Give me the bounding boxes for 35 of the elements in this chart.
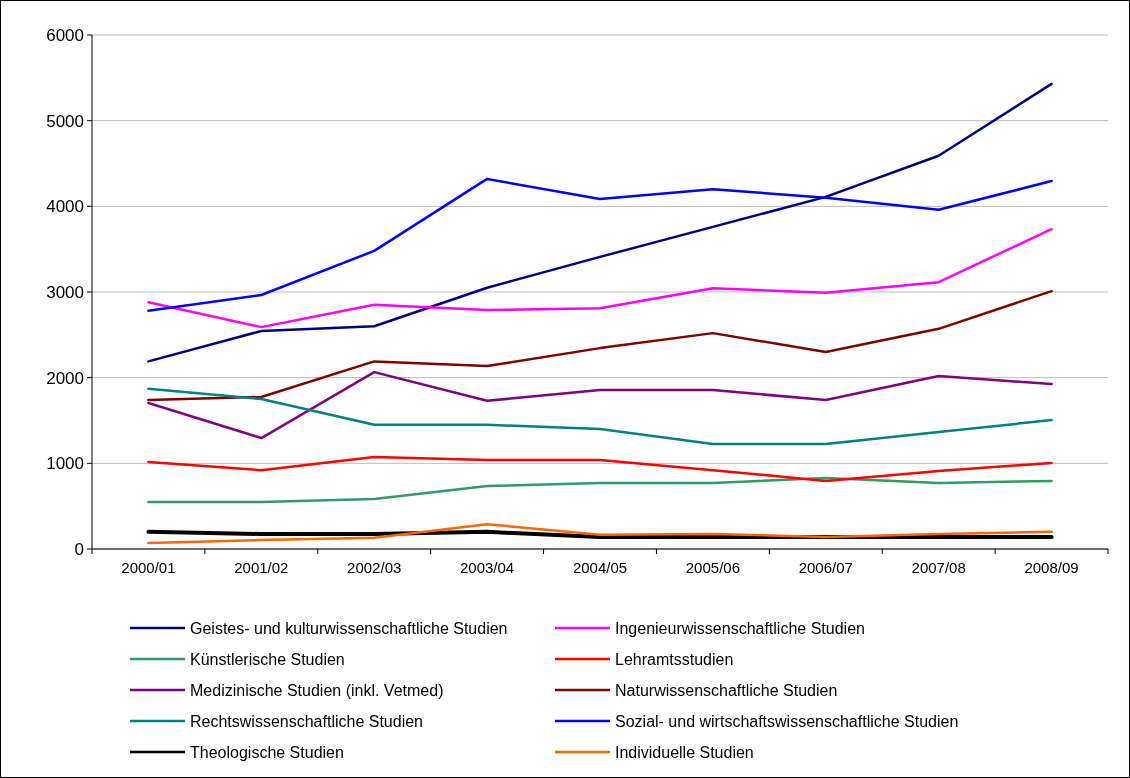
x-tick-label: 2001/02 — [234, 559, 289, 576]
x-tick-label: 2000/01 — [121, 559, 176, 576]
legend-label: Ingenieurwissenschaftliche Studien — [615, 619, 865, 637]
legend-label: Naturwissenschaftliche Studien — [615, 681, 838, 699]
y-tick-label: 6000 — [46, 25, 84, 45]
y-tick-label: 5000 — [46, 111, 84, 131]
x-tick-label: 2008/09 — [1024, 559, 1079, 576]
x-tick-label: 2005/06 — [685, 559, 741, 576]
legend-label: Individuelle Studien — [615, 743, 754, 761]
line-series — [147, 177, 1053, 313]
legend-label: Medizinische Studien (inkl. Vetmed) — [190, 681, 444, 699]
x-tick-label: 2004/05 — [572, 559, 628, 576]
x-tick-label: 2002/03 — [347, 559, 402, 576]
legend-label: Rechtswissenschaftliche Studien — [190, 712, 424, 730]
legend-label: Lehramtsstudien — [615, 650, 734, 668]
y-tick-label: 2000 — [46, 368, 84, 388]
legend-label: Künstlerische Studien — [190, 650, 345, 668]
line-series — [147, 82, 1053, 363]
y-tick-label: 4000 — [46, 197, 84, 217]
legend-label: Sozial- und wirtschaftswissenschaftliche Studien — [615, 712, 959, 730]
line-series — [147, 455, 1053, 483]
y-tick-label: 0 — [74, 539, 84, 559]
line-series — [147, 227, 1053, 329]
y-tick-label: 3000 — [46, 282, 84, 302]
x-tick-label: 2003/04 — [459, 559, 515, 576]
legend-label: Geistes- und kulturwissenschaftliche Studien — [190, 619, 508, 637]
line-series — [147, 387, 1053, 446]
line-series — [147, 370, 1053, 440]
x-tick-label: 2007/08 — [911, 559, 966, 576]
line-series — [147, 289, 1053, 402]
x-tick-label: 2006/07 — [798, 559, 853, 576]
line-series — [147, 522, 1053, 545]
y-tick-label: 1000 — [46, 454, 84, 474]
legend-label: Theologische Studien — [190, 743, 344, 761]
line-series — [147, 476, 1053, 504]
